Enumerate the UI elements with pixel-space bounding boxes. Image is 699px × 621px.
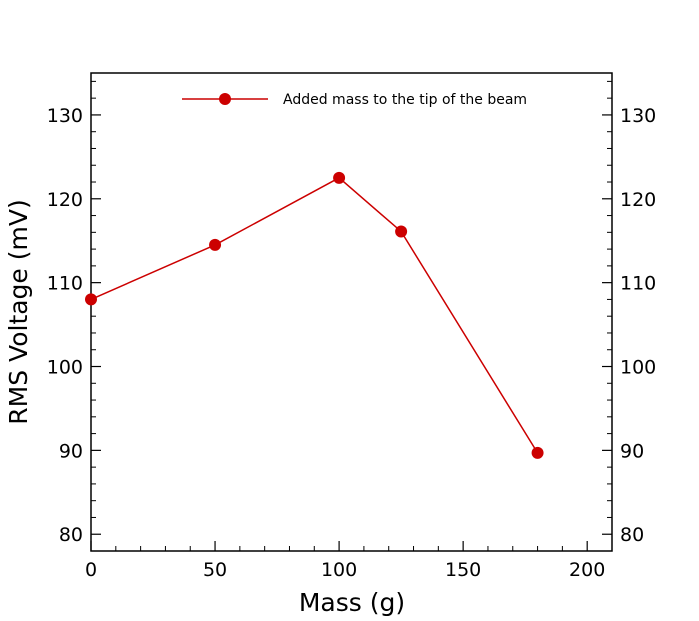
- y-tick-label-left: 130: [47, 105, 83, 127]
- legend-marker-sample: [219, 93, 231, 105]
- y-axis-title: RMS Voltage (mV): [4, 199, 33, 424]
- y-tick-label-left: 110: [47, 273, 83, 295]
- y-tick-label-left: 90: [59, 440, 83, 462]
- y-tick-label-left: 80: [59, 524, 83, 546]
- plot-frame: [90, 72, 613, 552]
- y-tick-labels-left: 80 90 100 110 120 130: [47, 105, 83, 546]
- y-tick-label-left: 100: [47, 357, 83, 379]
- major-ticks: [90, 114, 612, 551]
- data-point: [395, 225, 408, 238]
- y-tick-label-left: 120: [47, 189, 83, 211]
- x-tick-label: 150: [445, 559, 481, 581]
- x-axis-title: Mass (g): [299, 588, 405, 617]
- y-tick-label-right: 100: [620, 357, 656, 379]
- y-tick-labels-right: 80 90 100 110 120 130: [620, 105, 656, 546]
- x-tick-label: 100: [321, 559, 357, 581]
- y-tick-label-right: 110: [620, 273, 656, 295]
- y-tick-label-right: 130: [620, 105, 656, 127]
- data-point: [85, 293, 97, 306]
- data-point: [531, 446, 544, 459]
- y-tick-label-right: 120: [620, 189, 656, 211]
- x-tick-labels: 0 50 100 150 200: [85, 559, 605, 581]
- x-tick-label: 200: [569, 559, 605, 581]
- y-tick-label-right: 80: [620, 524, 644, 546]
- x-tick-label: 0: [85, 559, 97, 581]
- legend: Added mass to the tip of the beam: [182, 92, 527, 108]
- x-tick-label: 50: [203, 559, 227, 581]
- data-point: [333, 171, 346, 184]
- series-layer: [85, 171, 544, 459]
- minor-ticks: [91, 80, 613, 552]
- y-tick-label-right: 90: [620, 440, 644, 462]
- legend-label: Added mass to the tip of the beam: [283, 92, 527, 108]
- data-point: [209, 238, 222, 251]
